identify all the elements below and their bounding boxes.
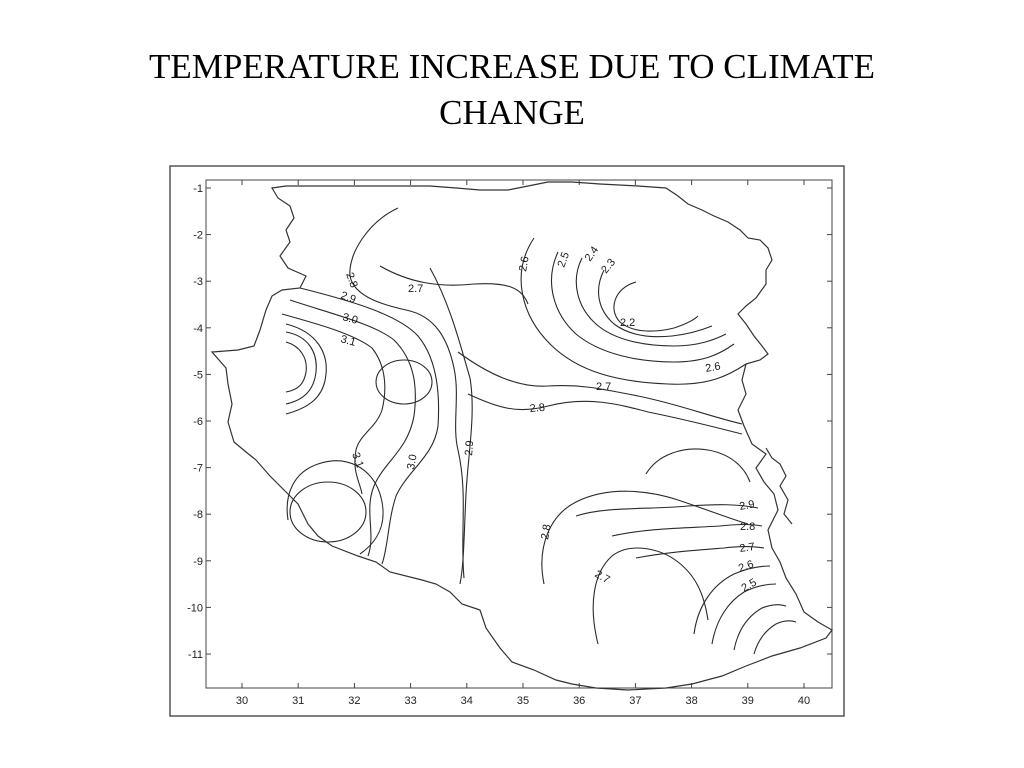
y-tick-label: -4 bbox=[193, 323, 203, 335]
contour-2.6-se bbox=[693, 565, 771, 635]
y-tick-label: -10 bbox=[187, 602, 203, 614]
y-tick-label: -7 bbox=[193, 463, 203, 475]
y-tick-label: -3 bbox=[193, 276, 203, 288]
contour-south-loop bbox=[645, 448, 751, 483]
y-tick-label: -1 bbox=[193, 183, 203, 195]
contour-label: 2.9 bbox=[463, 440, 476, 456]
contour-label: 3.0 bbox=[405, 453, 419, 470]
lake-shore-detail bbox=[765, 447, 793, 525]
contour-2.8-central bbox=[467, 393, 743, 435]
contour-inner-loop-b bbox=[285, 331, 317, 405]
contour-2.2-ne bbox=[613, 281, 699, 332]
contour-label: 2.7 bbox=[739, 541, 756, 555]
contour-2.9-west bbox=[299, 287, 440, 565]
contour-2.8-west bbox=[349, 207, 465, 579]
contour-label: 2.5 bbox=[556, 251, 573, 269]
country-border bbox=[210, 181, 833, 691]
x-tick-label: 34 bbox=[461, 695, 473, 707]
contour-3.1-west bbox=[281, 313, 386, 495]
contour-label: 2.8 bbox=[529, 402, 545, 415]
x-tick-label: 33 bbox=[404, 695, 416, 707]
contour-2.7-south bbox=[592, 547, 709, 645]
contour-2.7-north bbox=[379, 265, 529, 305]
contour-label: 2.7 bbox=[593, 568, 612, 586]
x-tick-label: 39 bbox=[742, 695, 754, 707]
x-tick-label: 31 bbox=[292, 695, 304, 707]
contour-label: 2.7 bbox=[596, 381, 611, 393]
contour-label: 2.6 bbox=[517, 255, 531, 272]
x-tick-label: 35 bbox=[517, 695, 529, 707]
contour-southwest-arc bbox=[286, 460, 384, 555]
contour-label: 2.6 bbox=[704, 360, 721, 374]
x-tick-label: 36 bbox=[573, 695, 585, 707]
page-title: TEMPERATURE INCREASE DUE TO CLIMATE CHAN… bbox=[0, 44, 1024, 136]
outer-frame bbox=[169, 165, 845, 717]
y-tick-label: -11 bbox=[188, 649, 203, 661]
y-tick-label: -6 bbox=[193, 416, 203, 428]
contour-label: 2.6 bbox=[737, 558, 755, 575]
x-tick-label: 37 bbox=[629, 695, 641, 707]
contour-closed-southwest bbox=[289, 481, 367, 543]
contour-closed-3.1-center bbox=[375, 359, 433, 405]
contour-label: 2.3 bbox=[599, 256, 618, 275]
y-tick-label: -5 bbox=[193, 369, 203, 381]
y-tick-label: -8 bbox=[193, 509, 203, 521]
x-tick-label: 40 bbox=[798, 695, 810, 707]
contour-label: 3.1 bbox=[349, 451, 366, 469]
contour-map-figure: 30 31 32 33 34 35 36 37 38 39 40 -1 -2 -3 -4 -5 -6 -7 -8-… bbox=[168, 164, 848, 720]
contour-inner-loop-a bbox=[285, 323, 327, 415]
contour-2.8-ne bbox=[520, 237, 747, 385]
contour-map: 30 31 32 33 34 35 36 37 38 39 40 -1-2-3-4-5-6-7-8-… bbox=[169, 165, 845, 717]
y-axis-ticks: -1 -2 -3 -4 -5 -6 -7 -8 -9 -10 -11 bbox=[187, 183, 832, 661]
contour-label: 2.8 bbox=[343, 271, 360, 289]
contour-labels: 2.8 2.9 3.0 3.1 2.7 2.6 2.5 2.4 2.3 2.2 … bbox=[339, 244, 759, 594]
contour-2.4-ne bbox=[575, 257, 727, 347]
contour-2.9-central bbox=[429, 267, 473, 585]
title-line-2: CHANGE bbox=[439, 93, 585, 132]
y-tick-label: -9 bbox=[193, 556, 203, 568]
contour-3.0-west bbox=[289, 299, 416, 557]
contour-label: 2.7 bbox=[408, 283, 423, 295]
contour-2.7-se bbox=[635, 545, 765, 559]
contour-label: 2.9 bbox=[738, 498, 755, 512]
x-tick-label: 38 bbox=[685, 695, 697, 707]
x-axis-ticks: 30 31 32 33 34 35 36 37 38 39 40 bbox=[236, 180, 810, 707]
x-tick-label: 32 bbox=[348, 695, 360, 707]
contour-label: 3.1 bbox=[339, 333, 357, 349]
contour-label: 2.8 bbox=[539, 523, 553, 540]
contour-2.8-south bbox=[541, 490, 749, 585]
contour-label: 2.4 bbox=[583, 244, 602, 263]
y-tick-label: -2 bbox=[193, 230, 203, 242]
contour-se-inner-a bbox=[733, 604, 787, 651]
x-tick-label: 30 bbox=[236, 695, 248, 707]
contour-label: 2.2 bbox=[620, 317, 635, 329]
contour-2.5-ne bbox=[551, 251, 735, 363]
contour-label: 2.8 bbox=[740, 521, 755, 533]
contour-label: 2.9 bbox=[339, 290, 357, 307]
contour-label: 2.5 bbox=[740, 577, 759, 595]
title-line-1: TEMPERATURE INCREASE DUE TO CLIMATE bbox=[149, 47, 875, 86]
contour-2.8-se bbox=[611, 523, 763, 537]
contour-inner-loop-c bbox=[285, 341, 307, 393]
contour-2.5-se bbox=[711, 583, 777, 645]
contour-2.9-se bbox=[575, 504, 759, 517]
contour-label: 3.0 bbox=[341, 311, 359, 327]
contour-2.3-ne bbox=[598, 269, 713, 338]
plot-area-frame bbox=[205, 179, 833, 689]
contour-2.7-central bbox=[457, 351, 743, 425]
contour-se-inner-b bbox=[753, 620, 797, 655]
